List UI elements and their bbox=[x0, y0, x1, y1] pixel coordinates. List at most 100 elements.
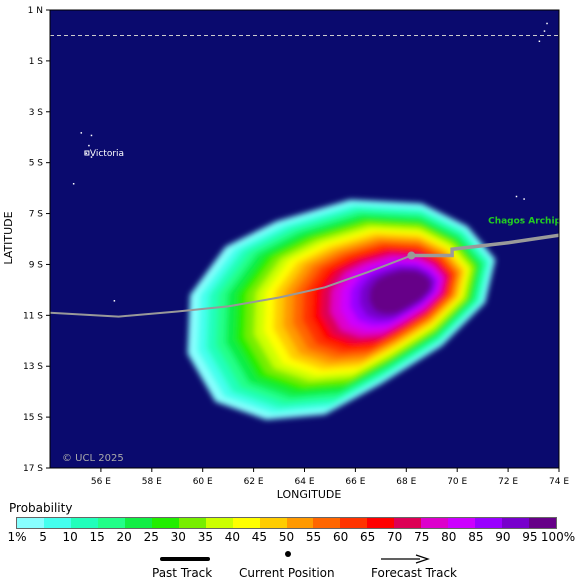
island-dot bbox=[113, 300, 116, 302]
colorbar-label: 1% bbox=[7, 530, 27, 544]
colorbar-label: 75 bbox=[414, 530, 430, 544]
colorbar-label: 65 bbox=[360, 530, 376, 544]
colorbar-swatch bbox=[124, 518, 152, 528]
colorbar-label: 5 bbox=[39, 530, 47, 544]
colorbar-label: 25 bbox=[143, 530, 159, 544]
lon-tick-label: 74 E bbox=[549, 477, 569, 487]
island-dot bbox=[88, 144, 90, 147]
track-legend: Past Track Current Position Forecast Tra… bbox=[0, 548, 580, 588]
colorbar-swatch bbox=[394, 518, 422, 528]
lat-tick-label: 7 S bbox=[29, 210, 44, 220]
colorbar-swatch bbox=[313, 518, 341, 528]
island-dot bbox=[80, 132, 83, 134]
island-dot bbox=[90, 134, 93, 137]
lat-tick-label: 1 S bbox=[29, 57, 44, 67]
place-label-chagos: Chagos Archip bbox=[488, 217, 561, 227]
colorbar-label: 45 bbox=[251, 530, 268, 544]
colorbar-swatch bbox=[205, 518, 233, 528]
lat-tick-label: 9 S bbox=[29, 260, 44, 270]
colorbar-swatch bbox=[340, 518, 368, 528]
colorbar-swatch bbox=[178, 518, 206, 528]
forecast-track-label: Forecast Track bbox=[371, 566, 457, 580]
x-axis-title: LONGITUDE bbox=[277, 488, 342, 500]
lon-tick-label: 56 E bbox=[91, 477, 111, 487]
place-labels: Victoria Chagos Archip bbox=[84, 149, 561, 227]
colorbar-swatch bbox=[448, 518, 476, 528]
past-track-line bbox=[50, 254, 412, 318]
colorbar-label: 85 bbox=[468, 530, 484, 544]
lat-tick-label: 13 S bbox=[23, 362, 43, 372]
probability-field bbox=[187, 199, 496, 420]
island-dot bbox=[72, 183, 75, 185]
colorbar-swatch bbox=[151, 518, 179, 528]
lon-tick-label: 68 E bbox=[396, 477, 416, 487]
lon-tick-label: 60 E bbox=[193, 477, 213, 487]
colorbar-swatch bbox=[43, 518, 71, 528]
island-dot bbox=[546, 22, 548, 25]
lon-tick-label: 66 E bbox=[345, 477, 365, 487]
current-position-dot bbox=[407, 251, 416, 260]
colorbar-swatch bbox=[286, 518, 314, 528]
island-dot bbox=[523, 198, 525, 200]
islands bbox=[72, 22, 548, 302]
probability-title: Probability bbox=[9, 501, 73, 515]
colorbar-label: 100% bbox=[540, 530, 576, 544]
colorbar-label: 70 bbox=[387, 530, 403, 544]
lat-tick-label: 1 N bbox=[28, 6, 43, 16]
place-label-victoria: Victoria bbox=[90, 149, 124, 159]
colorbar-label: 40 bbox=[224, 530, 241, 544]
colorbar-swatch bbox=[70, 518, 98, 528]
colorbar-swatch bbox=[232, 518, 260, 528]
storm-tracks bbox=[50, 233, 559, 318]
colorbar-swatch bbox=[502, 518, 530, 528]
forecast-track-arrow bbox=[381, 554, 430, 564]
colorbar-label: 60 bbox=[332, 530, 349, 544]
colorbar-label: 50 bbox=[278, 530, 295, 544]
colorbar-label: 20 bbox=[116, 530, 132, 544]
latitude-ticks: 1 N 1 S 3 S 5 S 7 S 9 S 11 S 13 S 15 S 17 S bbox=[23, 6, 50, 474]
colorbar-swatch bbox=[529, 518, 557, 528]
lon-tick-label: 58 E bbox=[142, 477, 162, 487]
colorbar-swatch bbox=[421, 518, 449, 528]
island-dot bbox=[543, 30, 546, 32]
lat-tick-label: 17 S bbox=[23, 464, 43, 474]
longitude-ticks: 56 E 58 E 60 E 62 E 64 E 66 E 68 E 70 E 72 E 74 E bbox=[91, 468, 569, 487]
island-dot bbox=[520, 218, 523, 221]
colorbar-swatch bbox=[17, 518, 44, 528]
colorbar-label: 10 bbox=[62, 530, 78, 544]
lon-tick-label: 62 E bbox=[244, 477, 264, 487]
colorbar-swatch bbox=[367, 518, 395, 528]
colorbar-label: 55 bbox=[305, 530, 322, 544]
colorbar-label: 90 bbox=[495, 530, 511, 544]
current-position-label: Current Position bbox=[239, 566, 335, 580]
current-position-symbol bbox=[285, 551, 291, 557]
colorbar-label: 80 bbox=[441, 530, 457, 544]
lon-tick-label: 64 E bbox=[295, 477, 315, 487]
lat-tick-label: 15 S bbox=[23, 413, 43, 423]
colorbar-label: 30 bbox=[170, 530, 186, 544]
colorbar-swatch bbox=[97, 518, 125, 528]
copyright-text: © UCL 2025 bbox=[62, 453, 124, 464]
forecast-track-line bbox=[411, 233, 559, 258]
colorbar-swatch bbox=[475, 518, 503, 528]
probability-contour bbox=[369, 270, 432, 315]
colorbar-label: 95 bbox=[522, 530, 538, 544]
island-dot bbox=[85, 152, 88, 154]
colorbar-label: 15 bbox=[89, 530, 105, 544]
lat-tick-label: 3 S bbox=[29, 108, 44, 118]
lon-tick-label: 70 E bbox=[447, 477, 467, 487]
island-dot bbox=[90, 156, 93, 158]
victoria-marker bbox=[84, 150, 90, 156]
past-track-label: Past Track bbox=[152, 566, 213, 580]
lon-tick-label: 72 E bbox=[498, 477, 518, 487]
lat-tick-label: 11 S bbox=[23, 311, 43, 321]
island-dot bbox=[538, 40, 541, 43]
y-axis-title: LATITUDE bbox=[2, 211, 15, 264]
colorbar-label: 35 bbox=[197, 530, 213, 544]
strike-probability-map: Victoria Chagos Archip 1 N 1 S 3 S 5 S 7 S 9 S… bbox=[2, 6, 569, 500]
colorbar-labels: 1% 5 10 15 20 25 30 35 40 45 50 55 60 65 70 75 80 85 90 95 1… bbox=[0, 530, 580, 544]
probability-colorbar bbox=[16, 517, 557, 529]
island-dot bbox=[515, 195, 518, 198]
colorbar-swatch bbox=[259, 518, 287, 528]
past-track-symbol bbox=[160, 557, 210, 561]
